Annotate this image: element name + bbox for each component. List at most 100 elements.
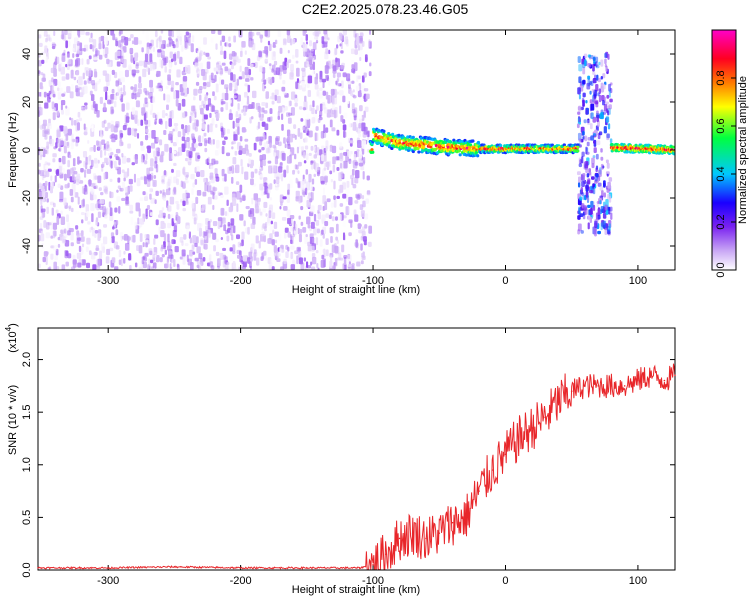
snr-point (557, 400, 560, 403)
heatmap-cell (57, 236, 61, 241)
heatmap-cell (81, 259, 86, 266)
heatmap-cell (39, 223, 43, 229)
heatmap-cell (270, 220, 274, 225)
heatmap-cell (320, 230, 323, 236)
heatmap-cell (51, 90, 55, 94)
heatmap-cell (209, 112, 212, 119)
heatmap-cell (52, 202, 56, 208)
heatmap-cell (582, 175, 585, 180)
heatmap-cell (281, 216, 287, 221)
heatmap-cell (95, 50, 100, 56)
heatmap-cell (106, 80, 110, 87)
heatmap-cell (578, 64, 583, 72)
heatmap-cell (339, 184, 344, 193)
heatmap-cell (289, 179, 293, 189)
heatmap-cell (255, 235, 259, 244)
heatmap-cell (192, 251, 196, 255)
heatmap-cell (589, 190, 594, 194)
heatmap-cell (256, 257, 260, 266)
heatmap-cell (70, 242, 74, 247)
heatmap-cell (331, 127, 336, 132)
heatmap-cell (389, 136, 393, 140)
heatmap-cell (176, 178, 179, 186)
heatmap-cell (592, 71, 596, 75)
heatmap-cell (161, 175, 166, 185)
heatmap-cell (47, 123, 52, 130)
heatmap-cell (576, 145, 580, 149)
heatmap-cell (287, 217, 292, 225)
heatmap-cell (171, 30, 175, 38)
heatmap-cell (184, 65, 188, 73)
heatmap-cell (164, 143, 169, 152)
heatmap-cell (93, 194, 97, 200)
heatmap-cell (108, 74, 112, 82)
heatmap-cell (194, 179, 198, 185)
heatmap-cell (268, 63, 272, 67)
heatmap-cell (591, 88, 595, 93)
heatmap-cell (148, 92, 153, 99)
heatmap-cell (335, 236, 338, 241)
heatmap-cell (349, 174, 354, 180)
heatmap-cell (368, 71, 372, 77)
heatmap-cell (93, 144, 96, 153)
heatmap-cell (265, 102, 269, 109)
heatmap-cell (577, 87, 581, 95)
heatmap-cell (351, 80, 355, 84)
heatmap-cell (279, 247, 282, 254)
heatmap-cell (207, 56, 211, 60)
heatmap-cell (582, 99, 585, 107)
heatmap-cell (185, 192, 190, 199)
bottom-ytick-label: 0.5 (21, 510, 33, 525)
heatmap-cell (314, 36, 319, 40)
heatmap-cell (357, 140, 362, 148)
heatmap-cell (145, 242, 148, 248)
heatmap-cell (326, 198, 331, 203)
heatmap-cell (73, 76, 77, 81)
heatmap-cell (145, 208, 148, 217)
heatmap-cell (163, 93, 166, 101)
heatmap-cell (176, 263, 180, 268)
heatmap-cell (589, 99, 593, 104)
heatmap-cell (354, 161, 359, 166)
heatmap-cell (70, 196, 74, 203)
heatmap-cell (594, 173, 598, 182)
heatmap-cell (138, 82, 142, 89)
snr-point (411, 532, 414, 534)
heatmap-cell (92, 182, 97, 187)
heatmap-cell (336, 195, 340, 200)
heatmap-cell (81, 219, 84, 224)
heatmap-cell (228, 43, 232, 48)
heatmap-cell (119, 95, 122, 101)
heatmap-cell (348, 219, 353, 224)
heatmap-cell (229, 166, 232, 172)
heatmap-cell (153, 238, 156, 245)
heatmap-cell (261, 146, 265, 151)
heatmap-cell (582, 67, 586, 75)
heatmap-cell (607, 53, 610, 60)
heatmap-cell (144, 252, 149, 257)
heatmap-cell (202, 123, 206, 130)
heatmap-cell (265, 91, 269, 99)
heatmap-cell (143, 103, 147, 108)
heatmap-cell (257, 106, 261, 113)
heatmap-cell (173, 187, 176, 192)
heatmap-cell (57, 183, 61, 189)
heatmap-cell (116, 50, 121, 57)
heatmap-cell (304, 236, 309, 245)
heatmap-cell (306, 61, 310, 67)
top-y-axis-title: Frequency (Hz) (7, 112, 19, 188)
heatmap-cell (137, 88, 142, 95)
heatmap-cell (41, 85, 44, 90)
heatmap-cell (204, 147, 208, 153)
heatmap-cell (166, 260, 169, 269)
heatmap-cell (192, 244, 195, 250)
heatmap-cell (334, 107, 338, 111)
heatmap-cell (198, 62, 203, 72)
heatmap-cell (464, 153, 469, 157)
heatmap-cell (247, 58, 251, 67)
heatmap-cell (235, 118, 240, 124)
heatmap-cell (91, 79, 96, 86)
heatmap-cell (347, 150, 352, 157)
heatmap-cell (51, 45, 56, 50)
heatmap-cell (135, 69, 140, 74)
